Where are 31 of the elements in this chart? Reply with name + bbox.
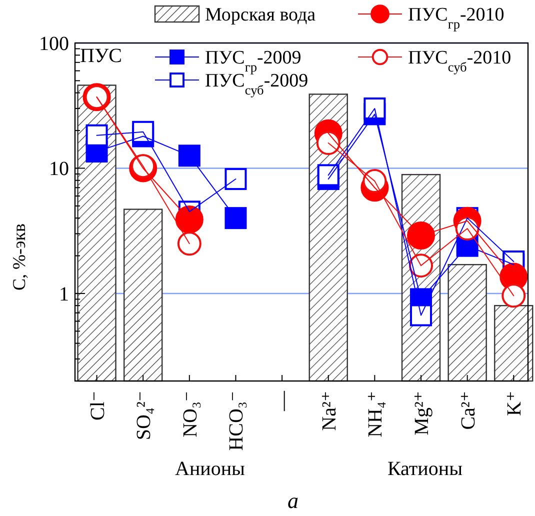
point	[224, 207, 247, 230]
y-axis-title: С, %-экв	[9, 224, 29, 290]
point	[364, 97, 386, 120]
x-tick-label: NH₄⁺	[364, 391, 387, 438]
annotation: ПУС	[80, 45, 122, 67]
point	[316, 131, 340, 156]
text: Катионы	[387, 458, 463, 480]
point	[175, 205, 204, 234]
point	[317, 164, 340, 186]
point	[178, 144, 200, 167]
text: а	[288, 488, 298, 513]
y-tick-label: 1	[59, 283, 69, 306]
legend-label: ПУС$_{гр}$-2010	[408, 4, 504, 32]
legend-label: ПУС$_{суб}$-2010	[408, 48, 512, 74]
legend-label: Морская вода	[205, 4, 316, 26]
point	[86, 124, 108, 146]
x-tick-label: SO₄²⁻	[133, 391, 156, 440]
x-tick-label: Mg²⁺	[411, 391, 434, 436]
point	[410, 304, 432, 326]
y-tick-label: 100	[39, 33, 69, 55]
x-tick-label: Na²⁺	[318, 391, 340, 431]
y-tick-label: 10	[49, 158, 69, 180]
x-tick-label: NO₃⁻	[179, 391, 202, 438]
x-tick-label: Cl⁻	[86, 391, 109, 420]
x-tick-label: K⁺	[504, 391, 526, 416]
text: Анионы	[175, 458, 245, 480]
x-tick-label: Ca²⁺	[457, 391, 480, 430]
point	[407, 222, 436, 250]
x-tick-label: —	[272, 390, 294, 412]
point	[502, 284, 526, 308]
x-tick-label: HCO₃⁻	[226, 391, 248, 451]
